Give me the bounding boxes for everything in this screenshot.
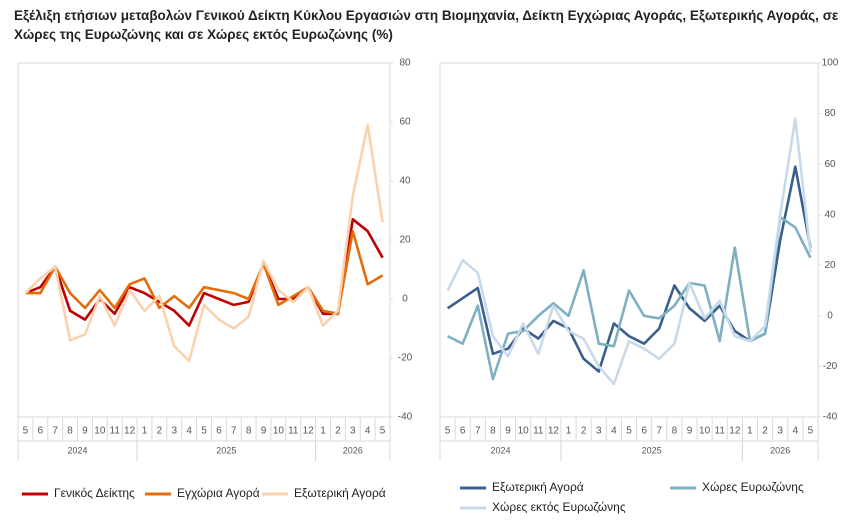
x-tick-label: 10: [273, 426, 285, 437]
x-tick-label: 6: [641, 426, 647, 437]
x-tick-label: 4: [365, 426, 371, 437]
x-tick-label: 1: [566, 426, 572, 437]
x-tick-label: 12: [729, 426, 741, 437]
y-tick-label: 60: [399, 117, 411, 128]
y-tick-label: 60: [824, 159, 836, 170]
plot-frame: [17, 62, 391, 418]
x-tick-label: 9: [687, 426, 693, 437]
x-tick-label: 7: [656, 426, 662, 437]
y-tick-label: -40: [823, 412, 838, 423]
x-tick-label: 5: [23, 426, 29, 437]
series-line: [24, 218, 384, 327]
x-tick-label: 3: [596, 426, 602, 437]
x-tick-label: 1: [142, 426, 148, 437]
legend-label: Χώρες Ευρωζώνης: [702, 480, 804, 494]
year-label: 2025: [642, 445, 662, 455]
x-tick-label: 9: [505, 426, 511, 437]
y-tick-label: 100: [822, 58, 839, 69]
x-tick-label: 7: [475, 426, 481, 437]
legend-label: Εγχώρια Αγορά: [177, 486, 260, 500]
x-tick-label: 10: [518, 426, 530, 437]
x-tick-label: 4: [793, 426, 799, 437]
legend-label: Γενικός Δείκτης: [54, 486, 135, 500]
x-tick-label: 4: [611, 426, 617, 437]
y-tick-label: -20: [398, 353, 413, 364]
x-tick-label: 3: [171, 426, 177, 437]
x-tick-label: 6: [460, 426, 466, 437]
legend-label: Εξωτερική Αγορά: [294, 486, 386, 500]
x-tick-label: 6: [216, 426, 222, 437]
x-tick-label: 10: [94, 426, 106, 437]
y-tick-label: 20: [399, 235, 411, 246]
x-tick-label: 8: [246, 426, 252, 437]
x-tick-label: 9: [82, 426, 88, 437]
year-label: 2024: [68, 445, 88, 455]
x-tick-label: 11: [288, 426, 299, 437]
x-tick-label: 12: [548, 426, 560, 437]
x-tick-label: 3: [777, 426, 783, 437]
x-tick-label: 1: [320, 426, 326, 437]
x-tick-label: 2: [581, 426, 587, 437]
y-tick-label: 40: [824, 209, 836, 220]
year-label: 2024: [490, 445, 510, 455]
legend-label: Χώρες εκτός Ευρωζώνης: [492, 500, 626, 514]
x-tick-label: 4: [186, 426, 192, 437]
series-line: [446, 117, 812, 386]
x-tick-label: 6: [38, 426, 44, 437]
chart-title: Εξέλιξη ετήσιων μεταβολών Γενικού Δείκτη…: [14, 8, 839, 42]
x-tick-label: 5: [626, 426, 632, 437]
y-tick-label: 20: [824, 260, 836, 271]
year-label: 2026: [770, 445, 790, 455]
x-tick-label: 12: [124, 426, 136, 437]
x-tick-label: 3: [350, 426, 356, 437]
y-tick-label: 0: [827, 310, 833, 321]
x-tick-label: 2: [157, 426, 163, 437]
x-tick-label: 5: [445, 426, 451, 437]
legend-label: Εξωτερική Αγορά: [492, 480, 584, 494]
x-tick-label: 8: [490, 426, 496, 437]
series-line: [25, 229, 384, 316]
plot-frame: [439, 62, 819, 418]
year-label: 2026: [343, 445, 363, 455]
y-tick-label: 0: [402, 294, 408, 305]
x-tick-label: 8: [67, 426, 73, 437]
series-line: [447, 215, 812, 381]
year-label: 2025: [216, 445, 236, 455]
series-line: [24, 123, 384, 363]
y-tick-label: -40: [398, 412, 413, 423]
x-tick-label: 2: [335, 426, 341, 437]
x-tick-label: 9: [261, 426, 267, 437]
x-tick-label: 1: [747, 426, 753, 437]
x-tick-label: 8: [672, 426, 678, 437]
y-tick-label: 80: [399, 58, 411, 69]
x-tick-label: 5: [201, 426, 207, 437]
x-tick-label: 11: [715, 426, 726, 437]
x-tick-label: 2: [762, 426, 768, 437]
x-tick-label: 7: [231, 426, 237, 437]
x-tick-label: 7: [52, 426, 58, 437]
x-tick-label: 5: [380, 426, 386, 437]
x-tick-label: 5: [808, 426, 814, 437]
y-tick-label: 40: [399, 176, 411, 187]
y-tick-label: 80: [824, 108, 836, 119]
x-tick-label: 11: [110, 426, 121, 437]
x-tick-label: 12: [303, 426, 315, 437]
x-tick-label: 11: [533, 426, 544, 437]
x-tick-label: 10: [699, 426, 711, 437]
y-tick-label: -20: [823, 361, 838, 372]
